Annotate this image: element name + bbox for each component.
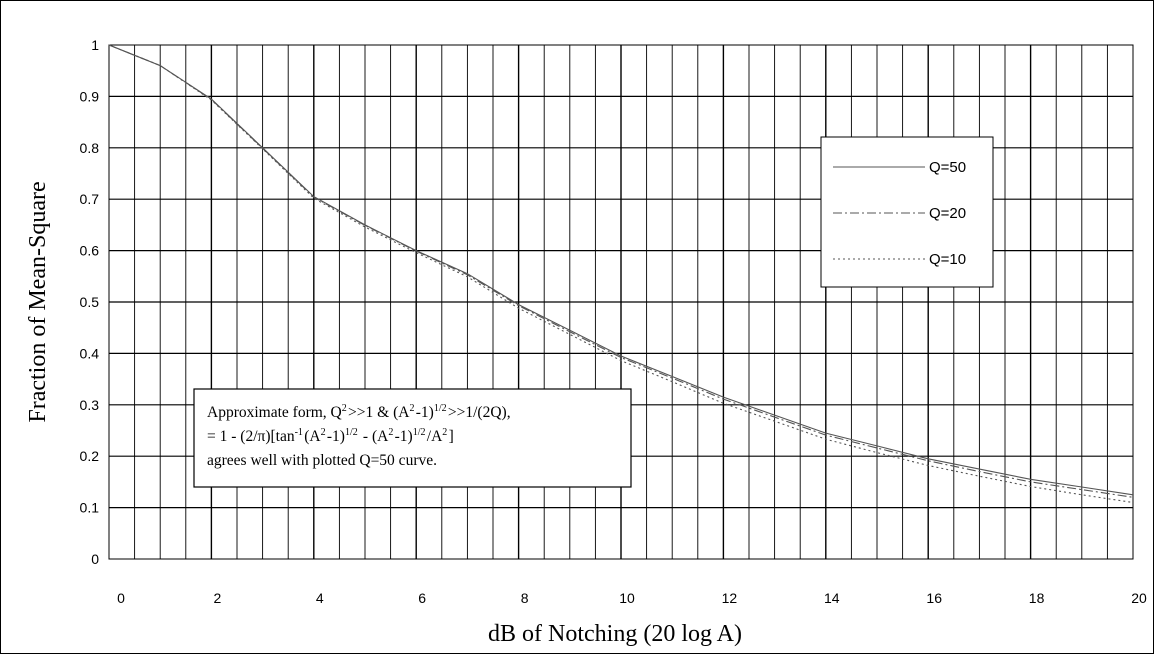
y-tick-label: 0.6 — [80, 243, 100, 259]
annotation-line: = 1 - (2/π)[tan-1 (A2 -1)1/2 - (A2 -1)1/… — [207, 427, 454, 445]
x-tick-label: 10 — [619, 590, 635, 606]
x-axis-label: dB of Notching (20 log A) — [488, 621, 742, 647]
series-layer — [108, 44, 1134, 504]
y-tick-label: 0.4 — [80, 345, 100, 361]
legend-label: Q=10 — [929, 251, 966, 268]
annotation-frame — [193, 388, 632, 488]
y-tick-label: 0.7 — [80, 191, 100, 207]
x-tick-label: 4 — [316, 590, 324, 606]
y-axis-label: Fraction of Mean-Square — [25, 181, 51, 422]
x-tick-label: 20 — [1131, 590, 1147, 606]
legend-box — [820, 136, 994, 288]
x-tick-label: 16 — [926, 590, 942, 606]
legend-label: Q=50 — [929, 159, 966, 176]
legend: Q=50 Q=20 Q=10 — [820, 136, 994, 288]
series-line-q10 — [108, 44, 1134, 504]
annotation-line: agrees well with plotted Q=50 curve. — [207, 452, 437, 469]
annotation-box: Approximate form, Q2 >>1 & (A2 -1)1/2 >>… — [193, 388, 632, 488]
x-tick-label: 14 — [824, 590, 840, 606]
plot-border — [108, 44, 1134, 560]
x-tick-label: 2 — [214, 590, 222, 606]
y-tick-label: 0.9 — [80, 88, 100, 104]
x-tick-label: 12 — [722, 590, 738, 606]
y-tick-label: 1 — [91, 37, 99, 53]
y-tick-label: 0.5 — [80, 294, 100, 310]
x-tick-label: 0 — [117, 590, 125, 606]
x-tick-label: 6 — [418, 590, 426, 606]
legend-label: Q=20 — [929, 205, 966, 222]
annotation-line: Approximate form, Q2 >>1 & (A2 -1)1/2 >>… — [207, 403, 511, 421]
x-tick-label: 18 — [1029, 590, 1045, 606]
x-tick-label: 8 — [521, 590, 529, 606]
y-tick-label: 0.8 — [80, 140, 100, 156]
y-tick-label: 0 — [91, 551, 99, 567]
y-tick-label: 0.1 — [80, 500, 100, 516]
y-tick-labels: 0 0.1 0.2 0.3 0.4 0.5 0.6 0.7 0.8 0.9 1 — [80, 37, 100, 567]
y-tick-label: 0.3 — [80, 397, 100, 413]
y-tick-label: 0.2 — [80, 448, 100, 464]
x-tick-labels: 0 2 4 6 8 10 12 14 16 18 20 — [117, 590, 1147, 606]
